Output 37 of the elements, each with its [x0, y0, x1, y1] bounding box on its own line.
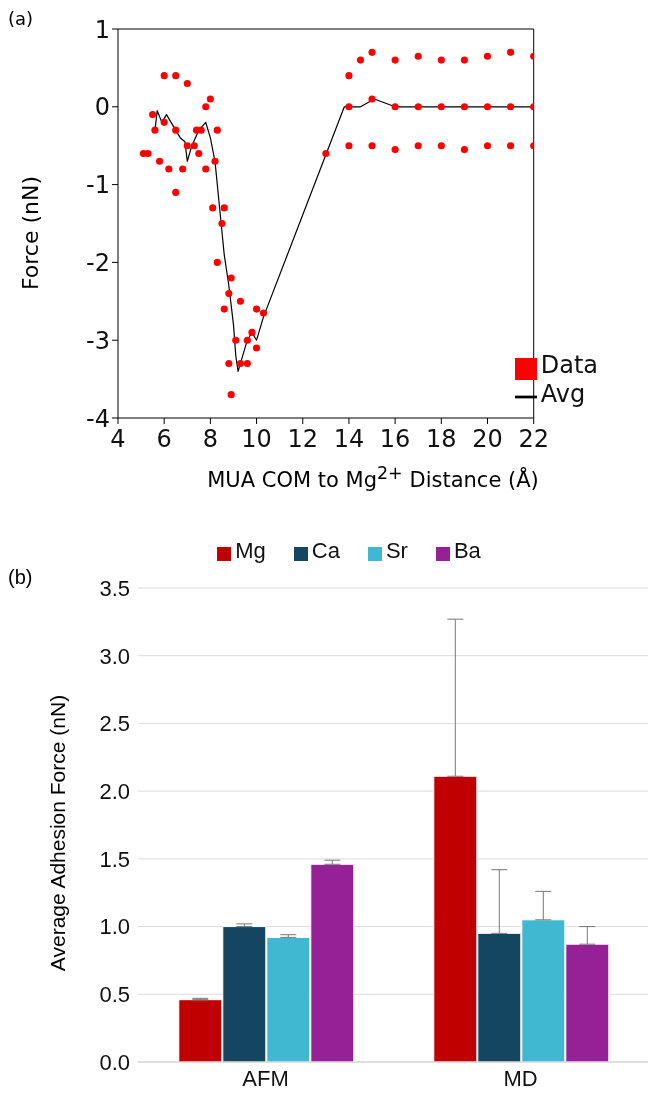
- x-tick-label: 22: [518, 425, 549, 454]
- y-tick-label: 2.5: [99, 711, 130, 737]
- x-tick-label: 16: [379, 425, 411, 454]
- legend-label: Data: [540, 351, 598, 379]
- chart-title: (b): [8, 566, 33, 589]
- y-tick-label: 0: [94, 93, 110, 122]
- y-tick-label: 1: [94, 15, 110, 44]
- x-axis-title: MUA COM to Mg$^{2+}$ Distance (Å): [206, 463, 540, 492]
- x-tick-label: 6: [156, 425, 172, 454]
- y-tick-label: 1.5: [99, 846, 130, 872]
- legend-label: Ba: [453, 538, 481, 563]
- y-tick-label: -2: [86, 248, 110, 277]
- x-tick-label: AFM: [242, 1065, 289, 1091]
- legend-label: Mg: [235, 538, 266, 563]
- y-tick-label: 3.5: [99, 575, 130, 601]
- y-tick-label: 0.0: [99, 1049, 130, 1075]
- y-axis-title: Force (nN): [17, 175, 43, 291]
- x-tick-label: 8: [202, 425, 219, 454]
- legend-label: Ca: [311, 538, 340, 563]
- x-tick-label: 4: [110, 425, 126, 454]
- y-tick-label: -1: [86, 171, 110, 200]
- y-tick-label: 0.5: [99, 982, 130, 1008]
- x-tick-label: MD: [503, 1065, 538, 1091]
- y-axis-title: Average Adhesion Force (nN): [46, 694, 70, 972]
- x-tick-label: 20: [472, 425, 503, 454]
- chart-title: (a): [8, 8, 34, 29]
- x-tick-label: 10: [241, 425, 272, 454]
- legend-label: Avg: [540, 379, 586, 408]
- y-tick-label: -3: [86, 326, 110, 355]
- y-tick-label: -4: [86, 404, 110, 433]
- y-tick-label: 1.0: [99, 914, 130, 940]
- y-tick-label: 3.0: [99, 643, 130, 669]
- legend-label: Sr: [385, 538, 408, 563]
- x-tick-label: 14: [333, 425, 365, 454]
- x-tick-label: 12: [287, 425, 319, 454]
- x-tick-label: 18: [426, 425, 457, 454]
- y-tick-label: 2.0: [99, 778, 130, 804]
